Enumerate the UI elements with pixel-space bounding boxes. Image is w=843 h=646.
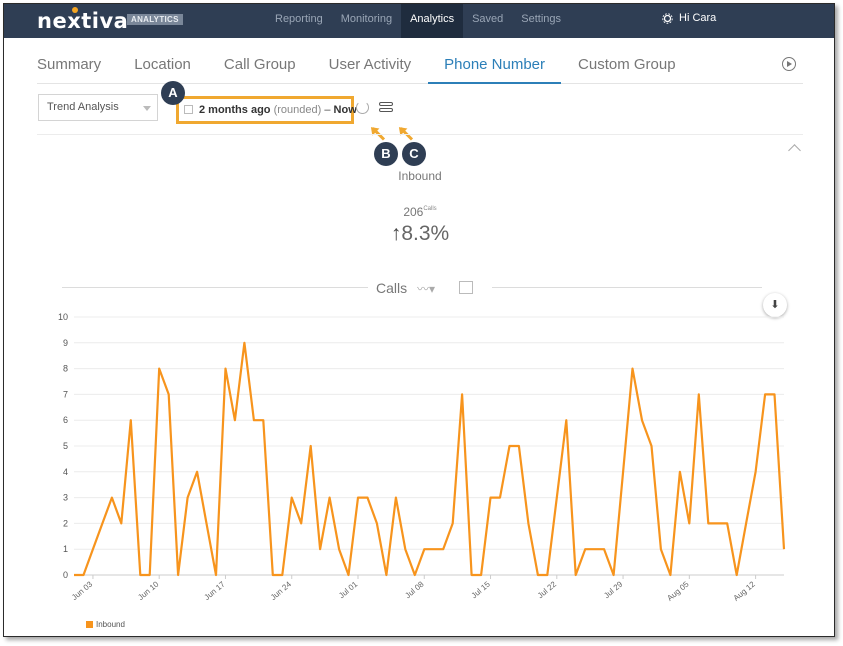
tab-call-group[interactable]: Call Group [223, 56, 296, 73]
refresh-icon[interactable] [356, 101, 369, 114]
chart-type-icon[interactable]: 〰▾ [417, 282, 436, 296]
chart-title-rule-right [492, 287, 762, 288]
x-tick-label: Jun 03 [70, 579, 95, 602]
x-tick-label: Jul 22 [536, 579, 559, 600]
x-tick-label: Jul 29 [602, 579, 625, 600]
logo-dot-icon [72, 7, 78, 13]
series-line-inbound [74, 341, 786, 577]
toggle-settings-icon[interactable] [379, 102, 393, 113]
view-select[interactable]: Trend Analysis [38, 94, 158, 121]
y-tick-label: 6 [63, 415, 68, 425]
chevron-down-icon [143, 106, 151, 111]
x-tick-label: Aug 12 [732, 579, 758, 603]
collapse-chevron-icon[interactable] [788, 144, 801, 157]
section-divider [37, 134, 803, 135]
y-tick-label: 2 [63, 518, 68, 528]
x-tick-label: Jul 01 [337, 579, 360, 600]
y-tick-label: 5 [63, 441, 68, 451]
range-start: 2 months ago [199, 104, 271, 116]
app-window: nextiva ANALYTICS Reporting Monitoring A… [3, 3, 835, 637]
tab-custom-group[interactable]: Custom Group [578, 56, 676, 73]
metric-change: ↑8.3% [390, 222, 450, 245]
arrow-up-icon: ↑ [390, 222, 402, 245]
x-tick-label: Jun 17 [203, 579, 228, 602]
y-tick-label: 0 [63, 570, 68, 580]
report-tabs: Summary Location Call Group User Activit… [37, 48, 803, 84]
chart-legend[interactable]: Inbound [86, 620, 125, 629]
tab-user-activity[interactable]: User Activity [328, 56, 412, 73]
x-tick-label: Jul 08 [403, 579, 426, 600]
x-tick-label: Jul 15 [470, 579, 493, 600]
callout-marker-c: C [402, 142, 426, 166]
y-tick-label: 3 [63, 493, 68, 503]
range-separator: – [324, 104, 331, 116]
calls-line-chart: 0 1 2 3 4 5 6 7 8 9 10 Jun 03 Jun 10 Jun 17 Jun 24 Jul … [58, 312, 786, 603]
user-menu[interactable]: Hi Cara [662, 12, 716, 24]
range-rounded: (rounded) [273, 104, 322, 116]
chart-title: Calls [376, 280, 408, 296]
metric-count: 206Calls [403, 205, 437, 219]
calendar-icon [184, 105, 193, 114]
analytics-badge: ANALYTICS [127, 14, 183, 25]
play-icon[interactable] [782, 57, 796, 71]
main-nav: Reporting Monitoring Analytics Saved Set… [266, 4, 570, 38]
tab-location[interactable]: Location [134, 56, 191, 73]
nav-settings[interactable]: Settings [521, 13, 562, 25]
view-select-value: Trend Analysis [47, 101, 119, 113]
nav-analytics[interactable]: Analytics [401, 4, 464, 38]
x-tick-label: Aug 05 [665, 579, 691, 603]
nav-reporting[interactable]: Reporting [275, 13, 323, 25]
tab-summary[interactable]: Summary [37, 56, 102, 73]
y-tick-label: 4 [63, 467, 68, 477]
nav-monitoring[interactable]: Monitoring [340, 13, 393, 25]
logo[interactable]: nextiva [37, 7, 129, 33]
legend-label: Inbound [96, 620, 125, 629]
top-nav-bar: nextiva ANALYTICS Reporting Monitoring A… [4, 4, 834, 38]
popout-icon[interactable] [459, 281, 473, 294]
gear-icon [662, 12, 673, 24]
range-end: Now [333, 104, 357, 116]
y-tick-label: 9 [63, 338, 68, 348]
tab-phone-number[interactable]: Phone Number [428, 48, 562, 84]
chart-title-rule-left [62, 287, 368, 288]
legend-swatch [86, 621, 93, 628]
metric-title: Inbound [398, 169, 442, 183]
nav-saved[interactable]: Saved [472, 13, 504, 25]
x-tick-label: Jun 24 [269, 579, 294, 602]
user-greeting: Hi Cara [679, 12, 717, 24]
y-tick-label: 8 [63, 364, 68, 374]
x-tick-label: Jun 10 [136, 579, 161, 602]
y-tick-label: 1 [63, 544, 68, 554]
callout-marker-a: A [161, 81, 185, 105]
date-range-picker[interactable]: 2 months ago (rounded) – Now [176, 96, 357, 124]
callout-marker-b: B [374, 142, 398, 166]
download-icon[interactable]: ⬇ [763, 293, 787, 317]
y-tick-label: 10 [58, 312, 68, 322]
y-tick-label: 7 [63, 389, 68, 399]
